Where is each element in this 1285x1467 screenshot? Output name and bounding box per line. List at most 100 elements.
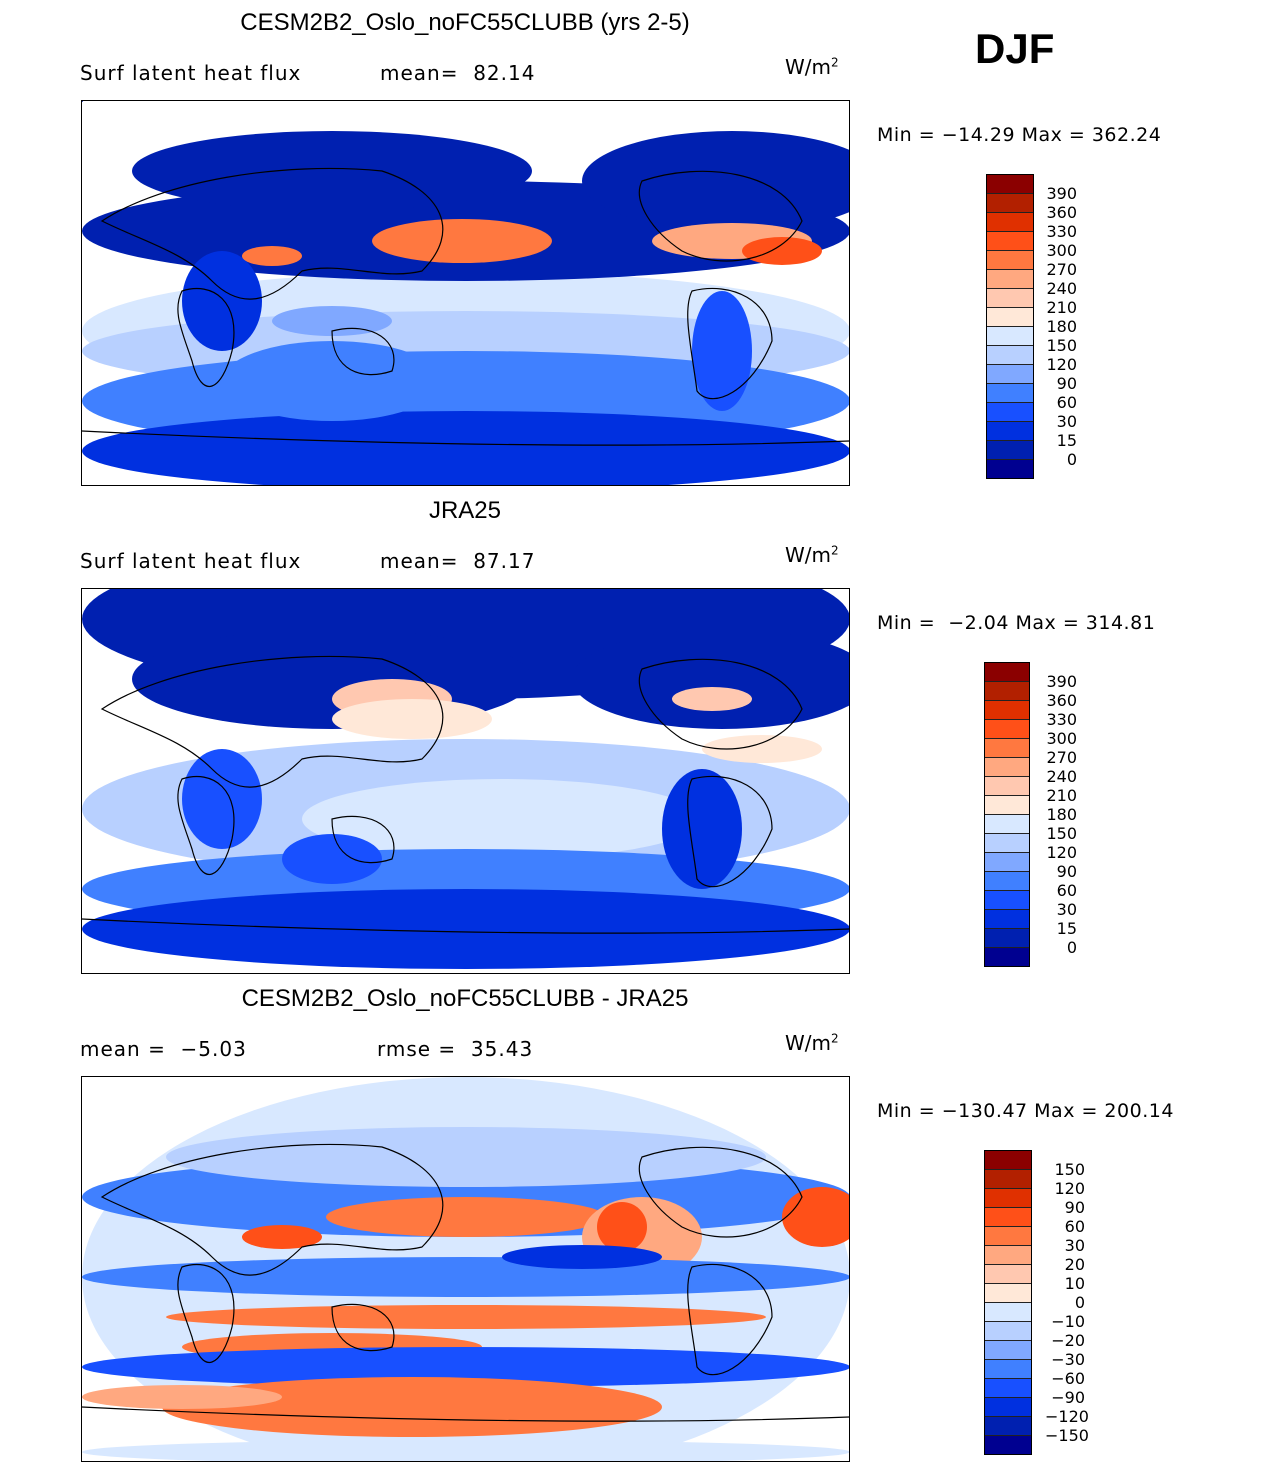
- colorbar-bin: [985, 1360, 1031, 1379]
- colorbar-tick-label: 240: [1046, 279, 1077, 298]
- contour-region: [272, 306, 392, 336]
- colorbar-bin: [985, 1303, 1031, 1322]
- colorbar-tick-label: 300: [1046, 241, 1077, 260]
- coastline: [100, 655, 444, 788]
- colorbar-tick-label: 210: [1046, 298, 1077, 317]
- coastline: [82, 430, 849, 446]
- coastline: [638, 1146, 803, 1238]
- contour-map: [82, 589, 849, 969]
- contour-region: [82, 1347, 849, 1387]
- colorbar-bin: [987, 327, 1033, 346]
- colorbar-tick-label: −30: [1051, 1350, 1085, 1369]
- colorbar-bin: [985, 1417, 1031, 1436]
- contour-region: [572, 629, 849, 729]
- contour-region: [662, 769, 742, 889]
- colorbar-tick-label: 330: [1046, 222, 1077, 241]
- panel-left-label: Surf latent heat flux: [80, 549, 302, 573]
- coastline: [638, 658, 803, 750]
- colorbar-tick-label: −60: [1051, 1369, 1085, 1388]
- units-sup: 2: [831, 1031, 839, 1046]
- contour-region: [242, 1225, 322, 1249]
- colorbar-tick-label: 360: [1046, 691, 1077, 710]
- colorbar-bin: [985, 701, 1029, 720]
- contour-region: [166, 1305, 766, 1329]
- colorbar-bin: [985, 815, 1029, 834]
- colorbar-bin: [987, 365, 1033, 384]
- units-text: W/m: [785, 55, 831, 79]
- contour-region: [302, 779, 702, 859]
- contour-region: [692, 291, 752, 411]
- contour-region: [82, 411, 849, 485]
- colorbar-bin: [987, 270, 1033, 289]
- coastline: [100, 1143, 444, 1276]
- panel-mean-label: mean= 87.17: [380, 549, 536, 573]
- coastline: [177, 1263, 235, 1364]
- colorbar-tick-label: 150: [1054, 1160, 1085, 1179]
- map-plot: [81, 588, 850, 974]
- colorbar-bin: [987, 289, 1033, 308]
- colorbar-bin: [987, 403, 1033, 422]
- colorbar-bin: [985, 1151, 1031, 1170]
- colorbar-tick-label: 30: [1056, 412, 1077, 431]
- colorbar-tick-label: −20: [1051, 1331, 1085, 1350]
- colorbar-bin: [985, 834, 1029, 853]
- coastline: [331, 1303, 395, 1352]
- coastline: [177, 287, 235, 388]
- units-label: W/m2: [785, 1031, 839, 1055]
- panel-title: JRA25: [428, 497, 502, 524]
- colorbar-bin: [987, 441, 1033, 460]
- colorbar-bin: [987, 460, 1033, 478]
- colorbar-bin: [985, 720, 1029, 739]
- colorbar: [984, 662, 1030, 967]
- colorbar-tick-label: 0: [1066, 450, 1077, 469]
- colorbar-bin: [985, 1189, 1031, 1208]
- contour-region: [597, 1202, 647, 1252]
- units-text: W/m: [785, 543, 831, 567]
- colorbar-tick-label: 240: [1046, 767, 1077, 786]
- contour-region: [166, 1127, 766, 1187]
- colorbar-bin: [985, 891, 1029, 910]
- units-label: W/m2: [785, 543, 839, 567]
- coastline: [177, 775, 235, 876]
- map-plot: [81, 1076, 850, 1462]
- colorbar-tick-label: 10: [1064, 1274, 1085, 1293]
- min-max-label: Min = −130.47 Max = 200.14: [877, 1100, 1174, 1122]
- colorbar-tick-label: 330: [1046, 710, 1077, 729]
- colorbar-tick-label: 180: [1046, 805, 1077, 824]
- contour-region: [282, 834, 382, 884]
- coastline: [687, 1263, 773, 1376]
- colorbar-bin: [985, 682, 1029, 701]
- contour-region: [672, 687, 752, 711]
- map-plot: [81, 100, 850, 486]
- colorbar-tick-label: −120: [1045, 1407, 1089, 1426]
- colorbar-tick-label: 150: [1046, 336, 1077, 355]
- contour-region: [372, 219, 552, 263]
- units-sup: 2: [831, 543, 839, 558]
- colorbar-tick-label: 20: [1064, 1255, 1085, 1274]
- contour-region: [82, 1440, 849, 1461]
- contour-region: [326, 1197, 606, 1237]
- contour-region: [502, 1245, 662, 1269]
- contour-region: [182, 749, 262, 849]
- colorbar-tick-label: 210: [1046, 786, 1077, 805]
- colorbar: [986, 174, 1034, 479]
- units-label: W/m2: [785, 55, 839, 79]
- colorbar-bin: [985, 910, 1029, 929]
- colorbar-tick-label: 120: [1046, 355, 1077, 374]
- colorbar-tick-label: 360: [1046, 203, 1077, 222]
- colorbar-bin: [987, 175, 1033, 194]
- contour-region: [182, 251, 262, 351]
- colorbar-tick-label: 0: [1066, 938, 1077, 957]
- colorbar-tick-label: 120: [1054, 1179, 1085, 1198]
- contour-region: [132, 131, 532, 211]
- coastline: [82, 1406, 849, 1422]
- colorbar-bin: [985, 777, 1029, 796]
- contour-region: [222, 341, 442, 421]
- colorbar-bin: [985, 1246, 1031, 1265]
- contour-region: [332, 699, 492, 739]
- colorbar-tick-label: 180: [1046, 317, 1077, 336]
- colorbar-tick-label: 150: [1046, 824, 1077, 843]
- colorbar-tick-label: −10: [1051, 1312, 1085, 1331]
- contour-region: [242, 246, 302, 266]
- colorbar-bin: [987, 346, 1033, 365]
